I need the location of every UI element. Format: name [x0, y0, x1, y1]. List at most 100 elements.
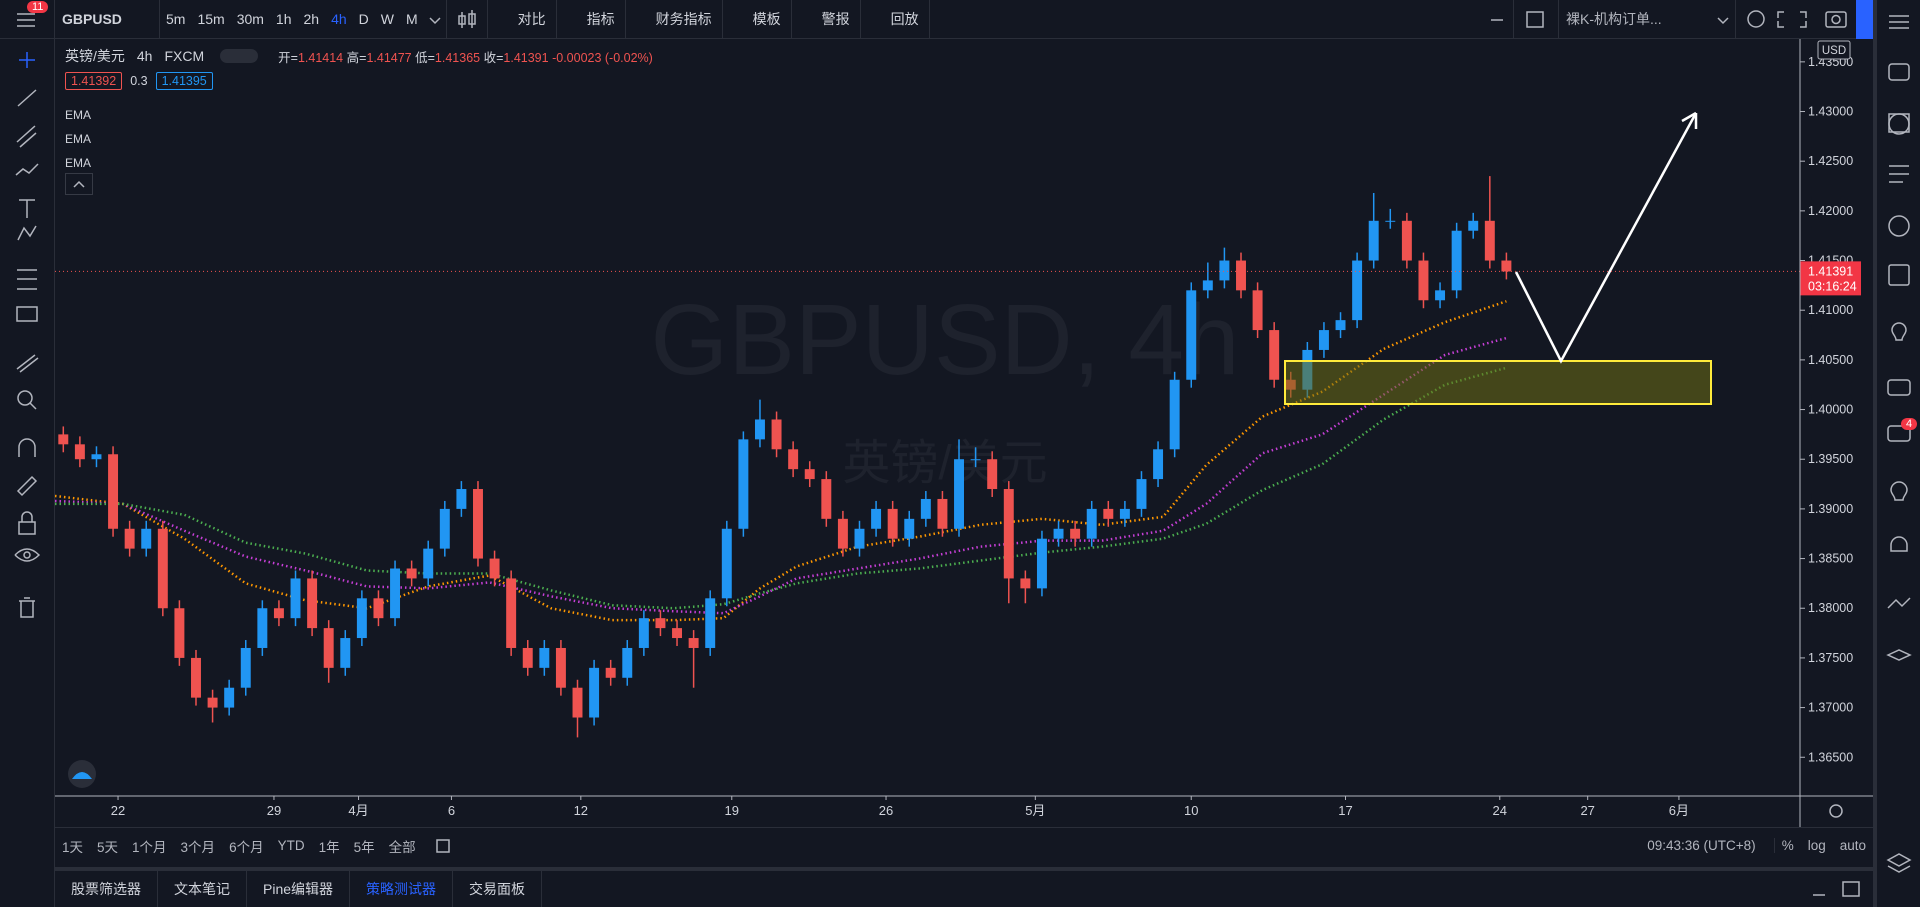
candle-body	[655, 618, 666, 629]
interval-list: 5m 15m 30m 1h 2h 4h D W M	[160, 11, 424, 27]
menu-icon	[17, 12, 35, 27]
toolbar-button[interactable]: 对比	[517, 11, 546, 27]
range-button[interactable]: YTD	[277, 838, 305, 853]
separator	[790, 0, 792, 39]
layout-button[interactable]	[1514, 0, 1558, 39]
range-button[interactable]: 1天	[62, 839, 84, 855]
range-bar: 1天 5天 1个月 3个月 6个月 YTD 1年 5年 全部 09:43:36 (UTC+8) …	[55, 827, 1873, 863]
ohlc: 开=1.41414 高=1.41477 低=1.41365 收=1.41391 …	[278, 47, 653, 66]
interval-button[interactable]: 15m	[197, 11, 225, 27]
candle-body	[1252, 290, 1263, 331]
range-button[interactable]: 5年	[353, 839, 375, 855]
interval-dropdown[interactable]	[424, 0, 446, 39]
candle-body	[423, 548, 434, 579]
interval-button[interactable]: 5m	[166, 11, 186, 27]
legend-symbol: 英镑/美元	[65, 48, 125, 64]
interval-button[interactable]: M	[406, 11, 418, 27]
interval-button[interactable]: 30m	[236, 11, 264, 27]
toolbar-button[interactable]: 模板	[752, 11, 781, 27]
tab[interactable]: 文本笔记	[158, 871, 247, 907]
candle-body	[1136, 479, 1147, 509]
toolbar-button[interactable]: 回放	[890, 11, 919, 27]
candle-body	[307, 578, 318, 629]
x-tick-label: 12	[574, 803, 588, 818]
candle-body	[904, 518, 915, 539]
scale-options: % log auto	[1773, 838, 1873, 853]
spread: 0.3	[130, 74, 148, 88]
candle-body	[937, 498, 948, 529]
toolbar-button[interactable]: 指标	[586, 11, 615, 27]
panel-controls	[1813, 881, 1860, 897]
bottom-tabs: 股票筛选器 文本笔记 Pine编辑器 策略测试器 交易面板	[55, 867, 1873, 907]
candle-body	[1103, 508, 1114, 519]
tab[interactable]: 交易面板	[453, 871, 543, 907]
scale-option[interactable]: auto	[1839, 838, 1866, 853]
collapse-button[interactable]	[65, 173, 93, 195]
layout-name[interactable]: 裸K-机构订单...	[1566, 11, 1662, 27]
candle-body	[837, 518, 848, 549]
range-button[interactable]: 3个月	[180, 839, 216, 855]
candle-body	[1468, 220, 1479, 231]
goto-date[interactable]	[423, 828, 463, 864]
x-tick-label: 27	[1580, 803, 1594, 818]
candle-body	[240, 647, 251, 688]
separator	[1735, 0, 1736, 39]
candle-body	[871, 508, 882, 529]
plot-background	[55, 39, 1800, 796]
candle-body	[1053, 528, 1064, 539]
candle-body	[1169, 379, 1180, 450]
candle-body	[1020, 578, 1031, 589]
menu-button[interactable]: 11	[0, 0, 54, 39]
candle-body	[124, 528, 135, 549]
interval-button[interactable]: W	[380, 11, 394, 27]
range-button[interactable]: 全部	[388, 839, 416, 855]
range-button[interactable]: 5天	[97, 839, 119, 855]
y-tick-label: 1.43000	[1808, 105, 1853, 119]
candle-body	[224, 687, 235, 708]
ask[interactable]: 1.41395	[155, 72, 213, 90]
drawing-toolbar	[14, 39, 55, 907]
chart-canvas: GBPUSD, 4h 英镑/美元 1.365001.370001.375001.…	[55, 39, 1873, 827]
tab[interactable]: Pine编辑器	[247, 871, 351, 907]
high-value: 1.41477	[366, 50, 412, 65]
interval-button[interactable]: 2h	[303, 11, 320, 27]
range-button[interactable]: 1年	[318, 839, 340, 855]
open-value: 1.41414	[297, 50, 344, 65]
toolbar-button[interactable]: 警报	[821, 11, 850, 27]
candle-body	[539, 647, 550, 668]
candle-body	[1484, 220, 1495, 261]
symbol-search[interactable]: GBPUSD	[62, 11, 122, 27]
indicator-label: EMA	[65, 108, 92, 122]
candle-body	[273, 608, 284, 619]
candle-body	[672, 628, 683, 639]
separator	[624, 0, 626, 39]
candle-body	[771, 419, 782, 450]
candle-body	[705, 598, 716, 648]
tab[interactable]: 策略测试器	[350, 871, 454, 907]
range-button[interactable]: 1个月	[132, 839, 167, 855]
toolbar-button[interactable]: 财务指标	[655, 11, 712, 27]
candle-body	[1401, 220, 1412, 261]
settings-icon[interactable]	[1829, 804, 1843, 818]
range-button[interactable]: 6个月	[229, 839, 264, 855]
candle-body	[157, 528, 168, 609]
interval-button[interactable]: D	[358, 11, 369, 27]
candle-body	[506, 578, 517, 648]
notification-badge: 11	[27, 0, 49, 13]
y-tick-label: 1.42500	[1808, 154, 1853, 168]
layout-dropdown[interactable]	[1713, 0, 1735, 39]
interval-button[interactable]: 1h	[275, 11, 292, 27]
tab[interactable]: 股票筛选器	[55, 871, 158, 907]
low-value: 1.41365	[434, 50, 481, 65]
bid[interactable]: 1.41392	[65, 72, 123, 90]
x-tick-label: 26	[879, 803, 893, 818]
scale-option[interactable]: log	[1807, 838, 1826, 853]
candle-body	[954, 459, 964, 529]
chart-type-button[interactable]	[447, 0, 487, 39]
scale-option[interactable]: %	[1781, 838, 1794, 853]
candle-body	[1269, 330, 1280, 380]
toolbar-buttons: 对比 指标 财务指标 模板 警报 回放	[488, 0, 930, 39]
candle-body	[854, 528, 865, 549]
interval-button[interactable]: 4h	[331, 11, 347, 27]
